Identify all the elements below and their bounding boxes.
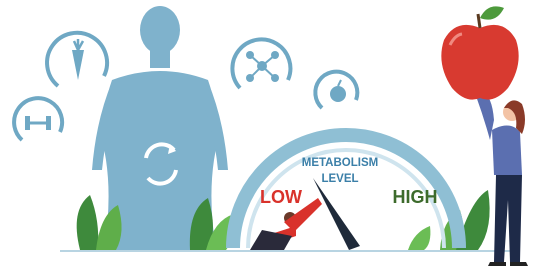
gauge-needle xyxy=(313,178,360,250)
high-label: HIGH xyxy=(393,187,438,207)
low-label: LOW xyxy=(260,187,302,207)
page: {"gauge": {"title_lines": ["METABOLISM",… xyxy=(0,0,538,269)
illustration: METABOLISM LEVEL LOW HIGH xyxy=(0,0,538,269)
dumbbell-icon xyxy=(14,98,62,140)
carrot-icon xyxy=(47,33,107,86)
big-apple xyxy=(441,6,518,99)
gauge-title-line: METABOLISM xyxy=(302,157,378,169)
apple-icon xyxy=(315,72,357,108)
gauge-title-line: LEVEL xyxy=(321,173,358,185)
molecule-icon xyxy=(232,39,290,88)
